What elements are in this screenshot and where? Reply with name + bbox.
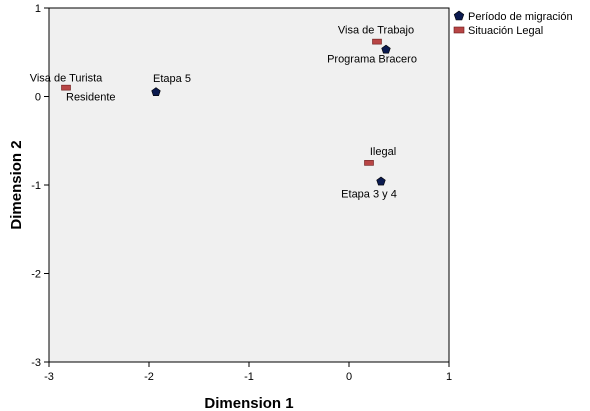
legend-entry: Período de migración [468,11,573,23]
y-axis-title: Dimension 2 [8,140,25,229]
legend-marker-rect [453,26,465,34]
point-visa-de-turista [61,84,71,91]
point-etapa-3-y-4-label: Etapa 3 y 4 [341,188,397,200]
point-etapa-3-y-4 [376,176,386,186]
point-visa-de-trabajo-label: Visa de Trabajo [338,25,414,37]
legend-marker-pentagon [453,10,465,21]
point-programa-bracero-label: Programa Bracero [327,54,417,66]
data-points [61,38,391,186]
x-axis: -3 -2 -1 0 1 [44,362,452,383]
point-visa-de-trabajo [372,38,382,45]
y-axis: 1 0 -1 -2 -3 [31,3,49,369]
x-tick-label: 0 [346,371,352,383]
x-axis-title: Dimension 1 [204,395,293,411]
y-tick-label: -3 [31,357,41,369]
y-tick-label: 1 [35,3,41,15]
point-etapa-5 [151,87,161,96]
point-ilegal-label: Ilegal [370,146,396,158]
legend-entry: Situación Legal [468,25,543,37]
point-labels: Etapa 5 Programa Bracero Etapa 3 y 4 Visa d… [30,25,417,201]
y-tick-label: 0 [35,92,41,104]
y-tick-label: -2 [31,269,41,281]
x-tick-label: 1 [446,371,452,383]
x-tick-label: -3 [44,371,54,383]
point-ilegal [364,160,374,166]
point-residente-label: Residente [66,92,116,104]
x-tick-label: -2 [144,371,154,383]
point-visa-de-turista-label: Visa de Turista [30,73,103,85]
x-tick-label: -1 [244,371,254,383]
y-tick-label: -1 [31,180,41,192]
point-programa-bracero [381,44,391,54]
point-etapa-5-label: Etapa 5 [153,73,191,85]
legend: Período de migración Situación Legal [453,10,573,37]
